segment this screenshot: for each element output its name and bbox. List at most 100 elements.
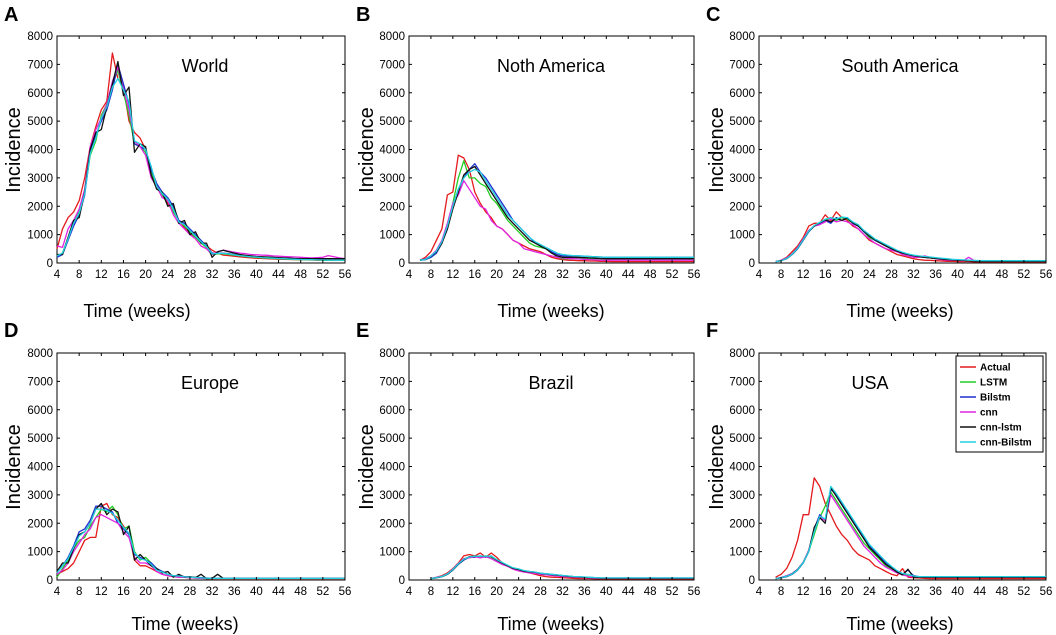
y-tick-label: 0 — [399, 258, 405, 270]
x-tick-label: 36 — [228, 269, 241, 281]
x-tick-label: 56 — [1040, 269, 1053, 281]
x-tick-label: 48 — [644, 269, 657, 281]
x-tick-label: 16 — [117, 586, 130, 598]
x-tick-label: 4 — [406, 586, 413, 598]
y-tick-label: 5000 — [27, 116, 53, 128]
y-axis-label: Incidence — [3, 107, 25, 193]
x-tick-label: 32 — [206, 586, 219, 598]
series-line-cnn-bilstm — [775, 216, 1046, 263]
x-axis-label: Time (weeks) — [497, 301, 604, 321]
y-tick-label: 3000 — [27, 173, 53, 185]
y-tick-label: 6000 — [379, 405, 405, 417]
y-tick-label: 2000 — [27, 518, 53, 530]
x-tick-label: 36 — [929, 586, 942, 598]
series-line-cnn-lstm — [419, 165, 694, 261]
y-tick-label: 3000 — [27, 490, 53, 502]
x-tick-label: 12 — [446, 586, 459, 598]
x-axis-label: Time (weeks) — [83, 301, 190, 321]
y-tick-label: 0 — [749, 575, 755, 587]
x-axis-label: Time (weeks) — [131, 614, 238, 634]
y-tick-label: 5000 — [729, 433, 755, 445]
panel-e: E Brazil Time (weeks) Incidence 4 8 12 16 20… — [356, 320, 700, 634]
y-tick-label: 4000 — [379, 145, 405, 157]
x-tick-label: 20 — [139, 586, 152, 598]
y-tick-label: 3000 — [729, 173, 755, 185]
x-axis-label: Time (weeks) — [846, 301, 953, 321]
x-tick-label: 56 — [688, 586, 701, 598]
y-axis-label: Incidence — [706, 424, 728, 510]
panel-f: F USA Time (weeks) Incidence Actual LSTM B… — [706, 320, 1052, 634]
x-tick-label: 52 — [1018, 269, 1031, 281]
x-tick-label: 12 — [446, 269, 459, 281]
x-tick-label: 48 — [995, 269, 1008, 281]
x-tick-label: 52 — [316, 586, 329, 598]
y-tick-label: 8000 — [729, 348, 755, 360]
y-tick-label: 3000 — [379, 490, 405, 502]
y-tick-label: 7000 — [729, 376, 755, 388]
x-tick-label: 16 — [468, 586, 481, 598]
y-tick-label: 6000 — [27, 405, 53, 417]
y-tick-label: 5000 — [379, 116, 405, 128]
x-tick-label: 40 — [250, 269, 263, 281]
x-tick-label: 48 — [294, 269, 307, 281]
y-tick-label: 4000 — [27, 145, 53, 157]
y-tick-label: 2000 — [729, 201, 755, 213]
y-tick-label: 7000 — [379, 59, 405, 71]
x-tick-label: 4 — [54, 586, 61, 598]
y-tick-label: 3000 — [379, 173, 405, 185]
x-tick-label: 24 — [512, 269, 525, 281]
x-tick-label: 28 — [885, 269, 898, 281]
y-tick-label: 7000 — [729, 59, 755, 71]
x-tick-label: 8 — [76, 586, 82, 598]
y-tick-label: 4000 — [379, 462, 405, 474]
x-tick-label: 24 — [863, 586, 876, 598]
panel-title: Brazil — [528, 373, 573, 393]
legend: Actual LSTM Bilstm cnn cnn-lstm cnn-Bilstm — [955, 355, 1044, 453]
y-tick-label: 1000 — [27, 230, 53, 242]
y-tick-label: 5000 — [379, 433, 405, 445]
y-tick-label: 1000 — [379, 230, 405, 242]
y-tick-label: 8000 — [27, 348, 53, 360]
x-tick-label: 28 — [534, 269, 547, 281]
series-line-cnn-bilstm — [56, 77, 345, 261]
x-tick-label: 8 — [778, 586, 784, 598]
x-axis-label: Time (weeks) — [846, 614, 953, 634]
y-tick-label: 7000 — [27, 376, 53, 388]
y-tick-label: 4000 — [729, 145, 755, 157]
panel-letter: C — [706, 4, 720, 26]
x-tick-label: 52 — [316, 269, 329, 281]
series-line-cnn — [56, 66, 346, 260]
x-tick-label: 28 — [184, 586, 197, 598]
y-tick-label: 7000 — [379, 376, 405, 388]
y-axis-label: Incidence — [356, 107, 378, 193]
x-tick-label: 44 — [272, 269, 285, 281]
x-tick-label: 4 — [756, 269, 763, 281]
panel-letter: B — [356, 4, 370, 26]
x-tick-label: 32 — [907, 586, 920, 598]
y-tick-label: 1000 — [729, 230, 755, 242]
x-tick-label: 8 — [76, 269, 82, 281]
panel-title: Europe — [181, 373, 239, 393]
y-tick-label: 1000 — [379, 547, 405, 559]
x-tick-label: 4 — [54, 269, 61, 281]
series-line-cnn — [419, 180, 694, 261]
x-tick-label: 48 — [644, 586, 657, 598]
x-tick-label: 36 — [929, 269, 942, 281]
x-tick-label: 36 — [228, 586, 241, 598]
y-tick-label: 5000 — [27, 433, 53, 445]
y-axis-label: Incidence — [356, 424, 378, 510]
x-tick-label: 40 — [951, 269, 964, 281]
x-tick-label: 28 — [534, 586, 547, 598]
panel-letter: E — [356, 320, 369, 342]
x-tick-label: 8 — [428, 269, 434, 281]
y-tick-label: 6000 — [729, 405, 755, 417]
y-tick-label: 7000 — [27, 59, 53, 71]
y-tick-label: 8000 — [27, 31, 53, 43]
x-tick-label: 56 — [688, 269, 701, 281]
y-axis-label: Incidence — [3, 424, 25, 510]
panel-title: USA — [851, 373, 888, 393]
panel-title: World — [182, 56, 229, 76]
legend-label: cnn — [980, 408, 998, 419]
series-line-actual — [775, 477, 1046, 580]
